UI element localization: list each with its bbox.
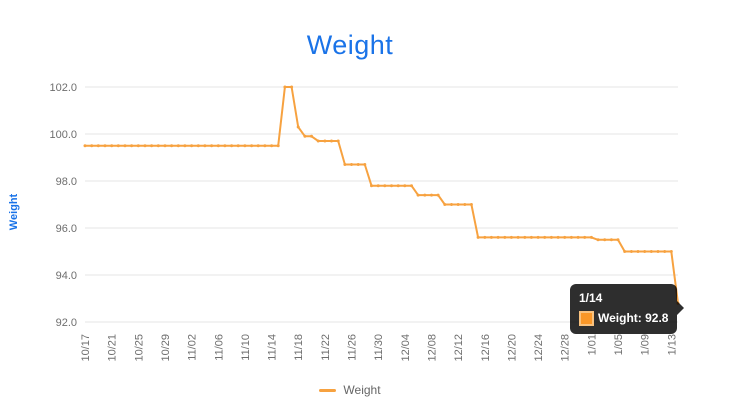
svg-text:10/21: 10/21 xyxy=(107,334,119,362)
legend-label: Weight xyxy=(343,383,381,397)
svg-text:94.0: 94.0 xyxy=(56,270,77,282)
tooltip: 1/14 Weight: 92.8 xyxy=(570,284,685,334)
svg-text:12/20: 12/20 xyxy=(506,334,518,362)
svg-text:10/25: 10/25 xyxy=(133,334,145,362)
tooltip-caret xyxy=(677,301,685,315)
svg-text:11/14: 11/14 xyxy=(267,334,279,361)
svg-text:96.0: 96.0 xyxy=(56,223,77,235)
svg-text:11/30: 11/30 xyxy=(373,334,385,361)
svg-text:12/16: 12/16 xyxy=(480,334,492,362)
svg-text:100.0: 100.0 xyxy=(49,129,77,141)
svg-text:12/12: 12/12 xyxy=(453,334,465,362)
svg-text:12/28: 12/28 xyxy=(560,334,572,362)
svg-text:11/22: 11/22 xyxy=(320,334,332,361)
chart-title: Weight xyxy=(306,30,394,60)
legend-line-swatch xyxy=(319,388,337,392)
svg-text:11/26: 11/26 xyxy=(347,334,359,361)
svg-text:10/17: 10/17 xyxy=(80,334,92,362)
legend[interactable]: Weight xyxy=(0,383,700,397)
tooltip-date: 1/14 xyxy=(579,291,603,305)
svg-text:10/29: 10/29 xyxy=(160,334,172,362)
svg-text:12/08: 12/08 xyxy=(426,334,438,362)
svg-text:1/01: 1/01 xyxy=(586,334,598,355)
svg-text:98.0: 98.0 xyxy=(56,176,77,188)
svg-text:11/06: 11/06 xyxy=(213,334,225,361)
tooltip-value: Weight: 92.8 xyxy=(598,311,669,325)
svg-text:1/13: 1/13 xyxy=(666,334,678,355)
svg-text:11/18: 11/18 xyxy=(293,334,305,361)
tooltip-series-swatch xyxy=(579,311,594,326)
svg-text:1/05: 1/05 xyxy=(613,334,625,355)
svg-text:12/04: 12/04 xyxy=(400,334,412,362)
svg-text:92.0: 92.0 xyxy=(56,317,77,329)
svg-text:102.0: 102.0 xyxy=(49,82,77,94)
svg-text:11/10: 11/10 xyxy=(240,334,252,361)
svg-text:11/02: 11/02 xyxy=(187,334,199,361)
svg-text:1/09: 1/09 xyxy=(640,334,652,355)
svg-text:12/24: 12/24 xyxy=(533,334,545,362)
